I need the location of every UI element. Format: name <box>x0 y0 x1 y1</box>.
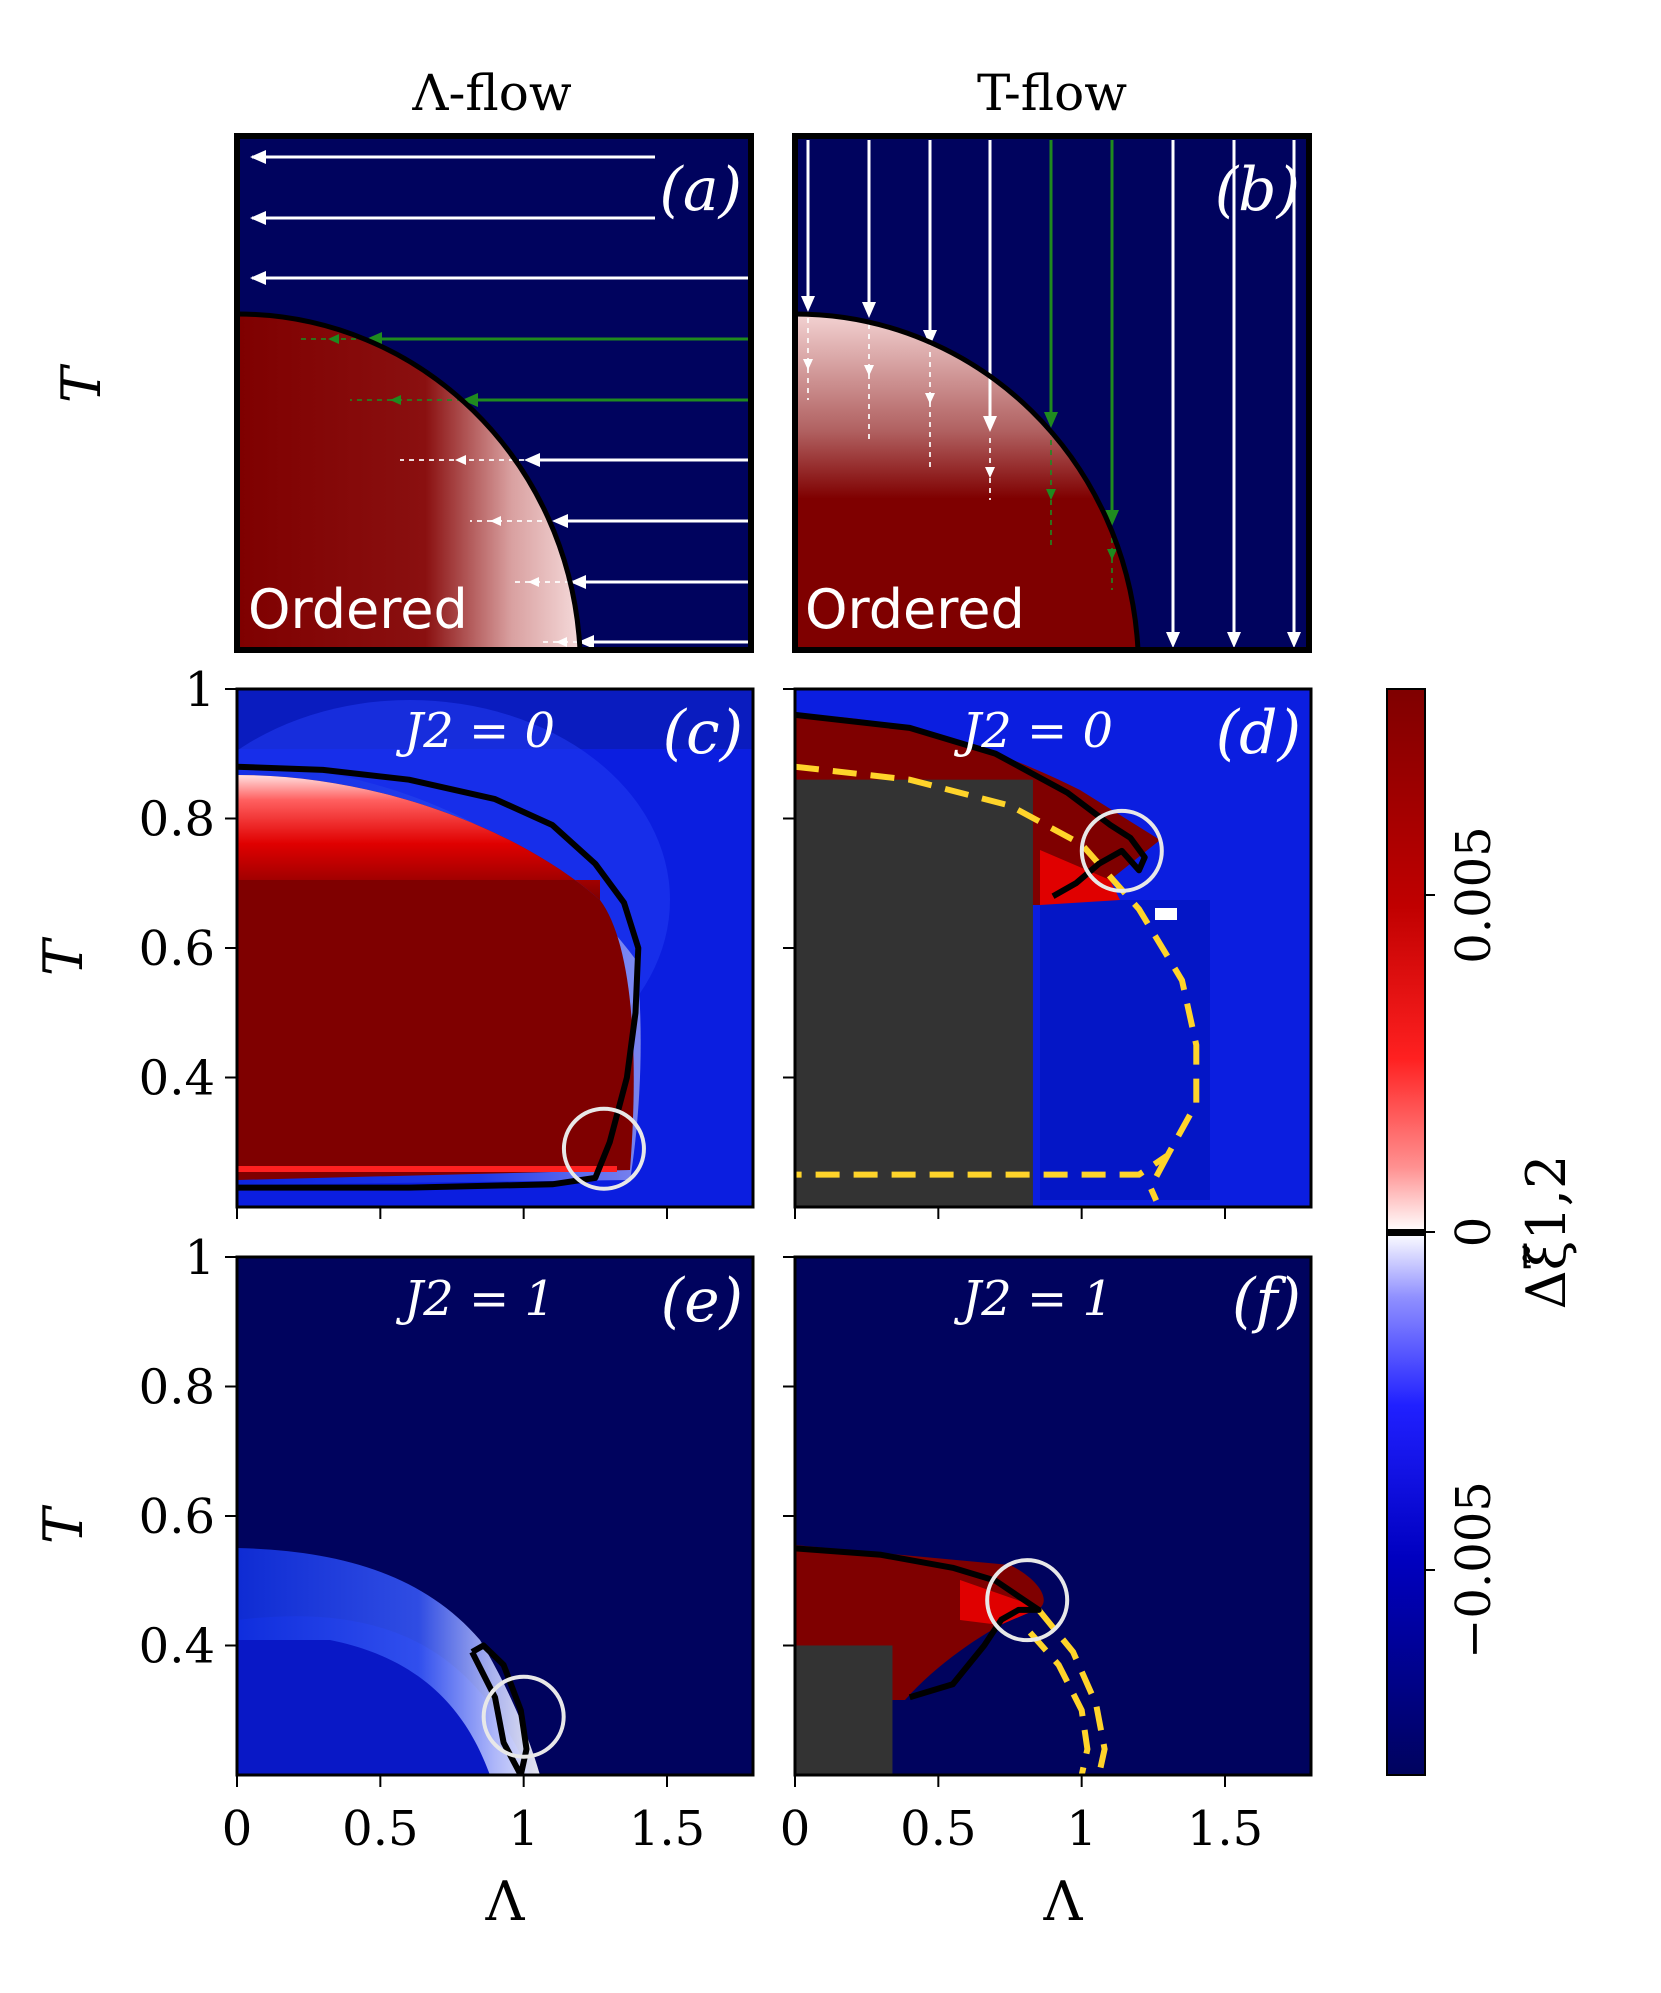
panel-a: (a) Ordered <box>234 133 754 653</box>
panel-d-label: (d) <box>1216 698 1301 768</box>
panel-f-xtick-label: 0.5 <box>900 1801 976 1857</box>
panel-a-ordered-region <box>237 314 580 650</box>
panel-a-green-arrows <box>372 337 748 402</box>
panel-f-dashed-boundary <box>1027 1630 1091 1775</box>
panel-f-xlabel: Λ <box>1043 1870 1084 1933</box>
panel-c-ytick-label: 0.4 <box>139 1051 215 1107</box>
panel-f-plot-area <box>795 1545 1108 1775</box>
colorbar-tick-label-1: 0 <box>1446 1217 1502 1248</box>
panel-c-marks: J2 = 0 (c) 0.4 0.6 0.8 1 T <box>32 662 755 1219</box>
panel-a-frame <box>234 133 754 653</box>
panel-c-ylabel: T <box>32 936 95 976</box>
schematic-y-label: T <box>50 363 113 403</box>
panel-a-label: (a) <box>659 155 742 225</box>
panel-a-flow-arrows <box>252 155 748 644</box>
colorbar-tick-label-2: −0.005 <box>1446 1481 1502 1659</box>
heatmap-panels-layer: J2 = 0 (c) 0.4 0.6 0.8 1 T J2 = 0 (d) J2 = 1 (e) 0.… <box>32 662 1313 1933</box>
panel-d-phase-boundary <box>795 711 1148 899</box>
panel-e-phase-boundary <box>469 1642 530 1775</box>
panel-f-xtick-label: 1 <box>1066 1801 1097 1857</box>
left-column-title: Λ-flow <box>411 64 571 122</box>
panel-d-plot-area <box>795 711 1200 1207</box>
panel-e-annotation: J2 = 1 <box>395 1271 555 1327</box>
panel-f-annotation: J2 = 1 <box>953 1271 1113 1327</box>
panel-f-label: (f) <box>1232 1266 1301 1336</box>
panel-c-ytick-label: 1 <box>184 662 215 718</box>
colorbar-zero-marker <box>1387 1229 1425 1236</box>
colorbar-label: Δξ̃1,2 <box>1515 1155 1578 1310</box>
panel-a-region-label: Ordered <box>248 578 468 641</box>
panel-b-region-label: Ordered <box>805 578 1025 641</box>
colorbar-tick-label-0: 0.005 <box>1446 826 1502 963</box>
panel-a-phase-boundary <box>237 311 583 650</box>
panel-c-phase-boundary <box>237 763 642 1191</box>
panel-e-ytick-label: 0.8 <box>139 1360 215 1416</box>
panel-e-xtick-label: 0 <box>222 1801 253 1857</box>
panel-b-frame <box>792 133 1312 653</box>
panel-f-highlight-circle <box>985 1558 1070 1643</box>
panel-e-marks: J2 = 1 (e) 0.4 0.6 0.8 1 0 0.5 1 1.5 T Λ <box>32 1230 755 1933</box>
panel-e-plot-area <box>469 1642 566 1775</box>
panel-d-gray-region <box>795 779 1033 1207</box>
panel-e-ytick-label: 1 <box>184 1230 215 1286</box>
panel-e-xtick-label: 1 <box>508 1801 539 1857</box>
panel-e-xlabel: Λ <box>485 1870 526 1933</box>
panel-b-flow-arrows <box>806 140 1296 640</box>
panel-d-marks: J2 = 0 (d) <box>783 687 1313 1219</box>
panel-b-phase-boundary <box>795 311 1141 650</box>
panel-c-annotation: J2 = 0 <box>395 703 555 759</box>
panel-b: (b) Ordered <box>792 133 1312 653</box>
panel-e-highlight-circle <box>481 1674 566 1759</box>
colorbar: 0.005 0 −0.005 Δξ̃1,2 <box>1386 688 1578 1776</box>
panel-d-dashed-boundary <box>795 763 1200 1178</box>
panel-f-xtick-label: 1.5 <box>1187 1801 1263 1857</box>
panel-f-gray-region <box>795 1645 893 1775</box>
panel-c-plot-area <box>237 763 646 1191</box>
panel-c-ytick-label: 0.8 <box>139 792 215 848</box>
panel-b-label: (b) <box>1215 155 1300 225</box>
panel-e-xtick-label: 0.5 <box>342 1801 418 1857</box>
panel-e-xtick-label: 1.5 <box>629 1801 705 1857</box>
panel-c-label: (c) <box>663 698 743 768</box>
panel-c-heatmap <box>237 689 753 1207</box>
panel-c-highlight-circle <box>561 1106 646 1191</box>
panel-d-annotation: J2 = 0 <box>953 703 1113 759</box>
panel-f-marks: J2 = 1 (f) 0 0.5 1 1.5 Λ <box>780 1255 1313 1933</box>
panel-b-green-arrows <box>1049 140 1114 518</box>
panel-f-dashed-boundary-tail <box>1036 1608 1108 1775</box>
panel-d-dashed-boundary-tail <box>1147 1153 1171 1202</box>
right-column-title: T-flow <box>977 64 1127 122</box>
panel-e-ytick-label: 0.6 <box>139 1489 215 1545</box>
panel-e-label: (e) <box>661 1266 743 1336</box>
panel-d-highlight-circle <box>1079 808 1164 893</box>
panel-b-ordered-region <box>795 314 1138 650</box>
panel-f-phase-boundary <box>795 1545 1042 1701</box>
panel-e-ylabel: T <box>32 1504 95 1544</box>
panel-e-ytick-label: 0.4 <box>139 1619 215 1675</box>
panel-f-xtick-label: 0 <box>780 1801 811 1857</box>
panel-c-ytick-label: 0.6 <box>139 921 215 977</box>
